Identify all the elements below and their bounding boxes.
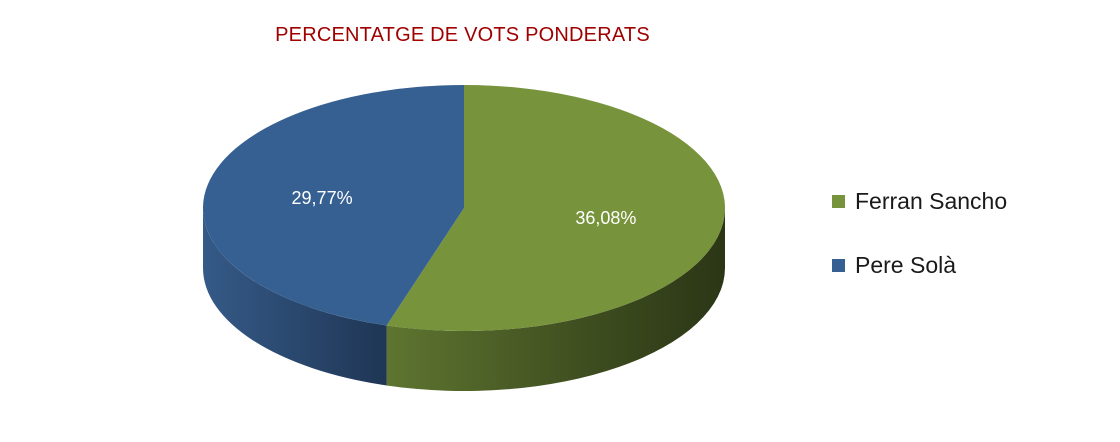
pie-label-pere-sol-: 29,77% <box>292 188 353 208</box>
pie-side-ferran-sancho <box>386 208 725 391</box>
legend-item-pere-sola: Pere Solà <box>832 248 1007 282</box>
pie-slice-pere-sol- <box>203 85 464 326</box>
pie-labels: 36,08% 29,77% <box>292 188 637 228</box>
legend-swatch-pere-sola <box>832 258 845 272</box>
legend-label-ferran-sancho: Ferran Sancho <box>855 187 1008 214</box>
legend-label-pere-sola: Pere Solà <box>855 251 957 278</box>
pie-sides <box>203 208 725 391</box>
legend-item-ferran-sancho: Ferran Sancho <box>832 184 1007 218</box>
pie-slice-ferran-sancho <box>386 85 726 331</box>
legend-swatch-ferran-sancho <box>832 194 845 208</box>
pie-tops <box>203 85 726 331</box>
pie-side-pere-sol- <box>203 208 387 386</box>
chart-title: PERCENTATGE DE VOTS PONDERATS <box>275 24 650 46</box>
legend: Ferran Sancho Pere Solà <box>832 184 1007 312</box>
pie-label-ferran-sancho: 36,08% <box>575 208 636 228</box>
